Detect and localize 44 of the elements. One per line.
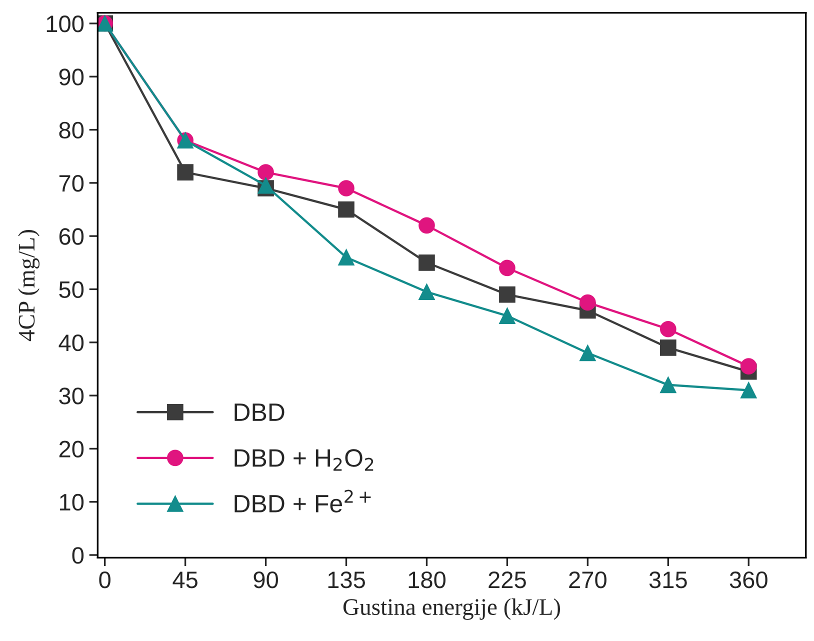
- legend-label: DBD: [234, 404, 284, 421]
- point: [338, 249, 354, 266]
- x-tick-label: 315: [649, 571, 687, 588]
- point: [499, 308, 516, 324]
- x-tick-label: 90: [254, 571, 278, 588]
- point: [660, 320, 676, 338]
- point: [740, 358, 757, 374]
- point: [418, 254, 435, 271]
- legend-label: DBD + H$_{2}$O$_{2}$: [234, 449, 374, 471]
- y-tick-label: 70: [59, 174, 84, 192]
- y-tick-label: 80: [59, 122, 84, 139]
- point: [660, 376, 676, 394]
- y-tick-label: 90: [59, 68, 84, 86]
- legend-label: DBD + Fe$^{2+}$: [234, 490, 371, 513]
- point: [499, 260, 516, 276]
- point: [580, 344, 596, 362]
- point: [177, 164, 194, 180]
- point: [580, 294, 596, 311]
- point: [338, 201, 354, 218]
- y-tick-label: 20: [59, 440, 84, 458]
- y-tick-label: 10: [60, 494, 84, 511]
- y-tick-label: 100: [46, 16, 84, 32]
- x-tick-label: 270: [569, 571, 606, 588]
- y-tick-label: 30: [59, 388, 84, 404]
- x-tick-label: 180: [408, 571, 446, 588]
- point: [418, 217, 435, 234]
- x-tick-label: 225: [488, 571, 526, 588]
- y-axis-title: 4CP (mg/L): [18, 230, 40, 342]
- y-tick-label: 50: [59, 281, 84, 298]
- point: [740, 382, 757, 398]
- x-tick-label: 45: [172, 572, 198, 588]
- point: [258, 177, 274, 194]
- point: [338, 180, 354, 196]
- point: [418, 284, 435, 300]
- x-axis-title: Gustina energije (kJ/L): [343, 598, 560, 620]
- x-tick-label: 360: [730, 571, 768, 588]
- y-tick-label: 0: [72, 547, 84, 564]
- y-tick-label: 60: [59, 228, 84, 245]
- x-tick-label: 0: [99, 571, 110, 588]
- point: [660, 340, 676, 356]
- point: [258, 164, 274, 180]
- y-tick-label: 40: [58, 334, 84, 352]
- x-tick-label: 135: [328, 571, 365, 588]
- point: [499, 286, 516, 303]
